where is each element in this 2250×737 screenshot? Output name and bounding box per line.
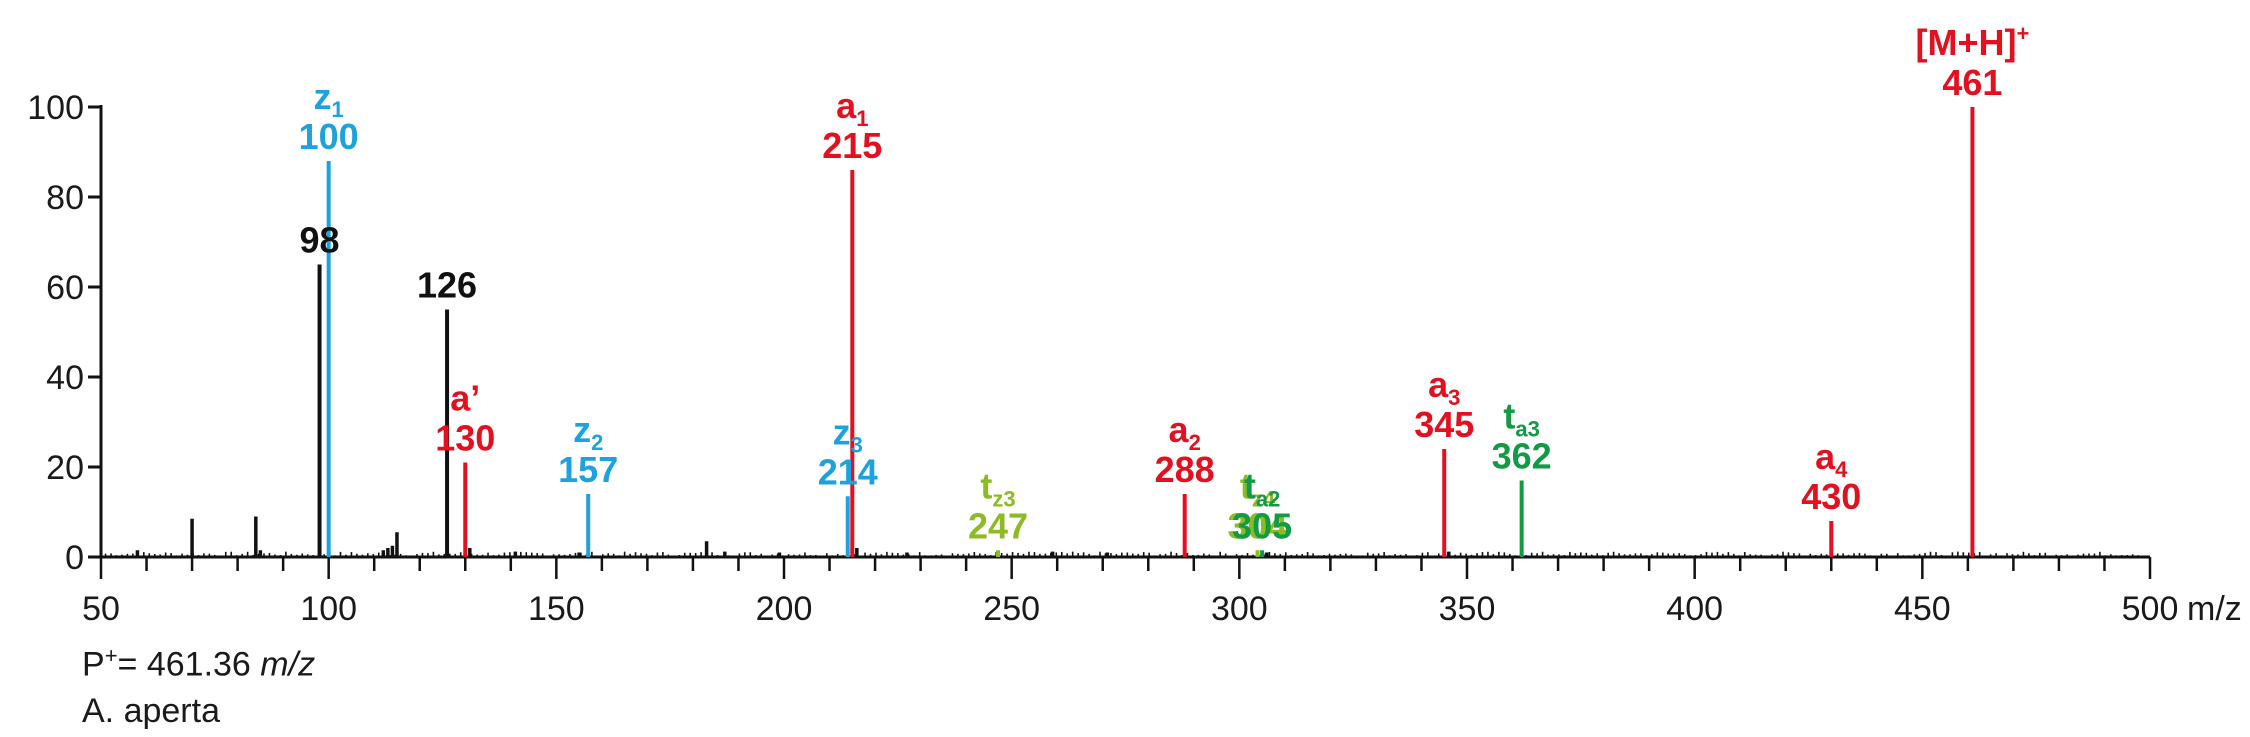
x-tick-label: 500 <box>2122 590 2179 628</box>
y-tick-label: 0 <box>65 539 84 577</box>
peak-ion-label: a1 <box>836 85 868 131</box>
x-tick-label: 100 <box>300 590 357 628</box>
x-tick-label: 400 <box>1666 590 1723 628</box>
peak-value-label: 98 <box>300 220 340 261</box>
peak-ion-label: [M+H]+ <box>1915 21 2029 63</box>
x-tick-label: 450 <box>1894 590 1951 628</box>
peak-ion-label: a4 <box>1815 436 1848 482</box>
x-tick-label: 250 <box>983 590 1040 628</box>
peak-value-label: 288 <box>1155 449 1215 490</box>
x-axis-title: m/z <box>2187 590 2242 628</box>
peak-labels: 98100z1126130a’157z2214z3215a1247tz3288a… <box>299 21 2030 546</box>
y-tick-label: 60 <box>46 269 84 307</box>
x-tick-label: 50 <box>82 590 120 628</box>
peak-ion-label: z1 <box>314 76 344 122</box>
axes: 0 20 40 60 80 100 50 100 150 200 250 300 350 400 450 50… <box>27 89 2242 628</box>
peak-ion-label: z2 <box>573 409 603 455</box>
x-tick-label: 350 <box>1439 590 1496 628</box>
peak-ion-label: ta2 <box>1244 465 1280 511</box>
peak-value-label: 100 <box>299 116 359 157</box>
peak-value-label: 215 <box>822 125 882 166</box>
peak-ion-label: tz4 <box>1240 465 1276 511</box>
species-note: A. aperta <box>82 692 220 730</box>
peak-value-label: 126 <box>417 265 477 306</box>
x-tick-label: 300 <box>1211 590 1268 628</box>
peak-value-label: 304 <box>1228 505 1288 546</box>
y-tick-label: 40 <box>46 359 84 397</box>
peak-value-label: 461 <box>1942 62 2002 103</box>
peak-value-label: 130 <box>435 418 495 459</box>
baseline-noise <box>104 551 2139 557</box>
peak-value-label: 157 <box>558 449 618 490</box>
x-tick-label: 200 <box>756 590 813 628</box>
x-tick-label: 150 <box>528 590 585 628</box>
peak-value-label: 362 <box>1492 436 1552 477</box>
peak-ion-label: ta3 <box>1503 396 1539 442</box>
peak-value-label: 214 <box>818 451 878 492</box>
peak-ion-label: z3 <box>833 411 863 457</box>
labeled-peaks <box>317 107 1975 557</box>
minor-peaks <box>135 516 1451 557</box>
peak-value-label: 345 <box>1414 404 1474 445</box>
peak-ion-label: tz3 <box>980 465 1015 511</box>
y-tick-label: 80 <box>46 179 84 217</box>
peak-ion-label: a’ <box>450 378 480 419</box>
y-tick-label: 100 <box>27 89 84 127</box>
precursor-note: P+= 461.36 m/z <box>82 643 316 684</box>
peak-ion-label: a2 <box>1169 409 1201 455</box>
peak-value-label: 430 <box>1801 476 1861 517</box>
y-tick-label: 20 <box>46 449 84 487</box>
peak-ion-label: a3 <box>1428 364 1460 410</box>
peak-value-label: 305 <box>1232 505 1292 546</box>
peak-value-label: 247 <box>968 505 1028 546</box>
